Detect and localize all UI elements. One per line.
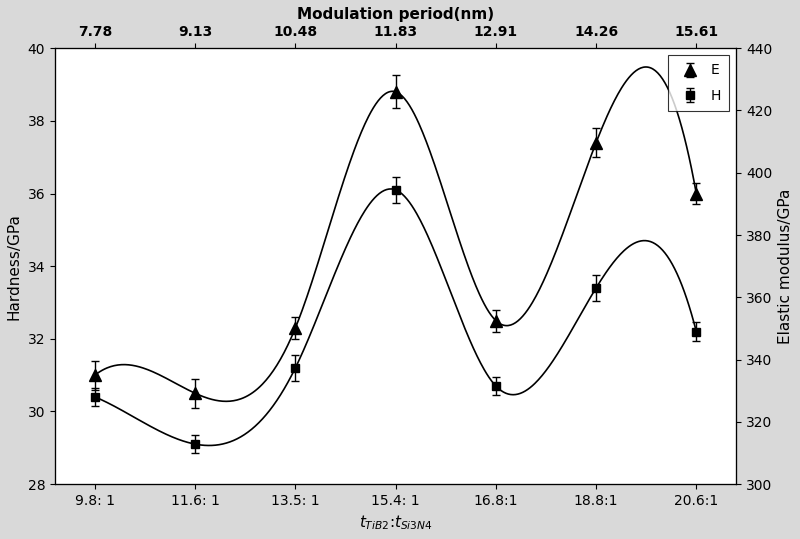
Legend: E, H: E, H: [668, 55, 730, 111]
Y-axis label: Elastic modulus/GPa: Elastic modulus/GPa: [778, 189, 793, 344]
X-axis label: Modulation period(nm): Modulation period(nm): [297, 7, 494, 22]
Y-axis label: Hardness/GPa: Hardness/GPa: [7, 213, 22, 320]
X-axis label: $t_{TiB2}$:$t_{Si3N4}$: $t_{TiB2}$:$t_{Si3N4}$: [358, 513, 433, 532]
